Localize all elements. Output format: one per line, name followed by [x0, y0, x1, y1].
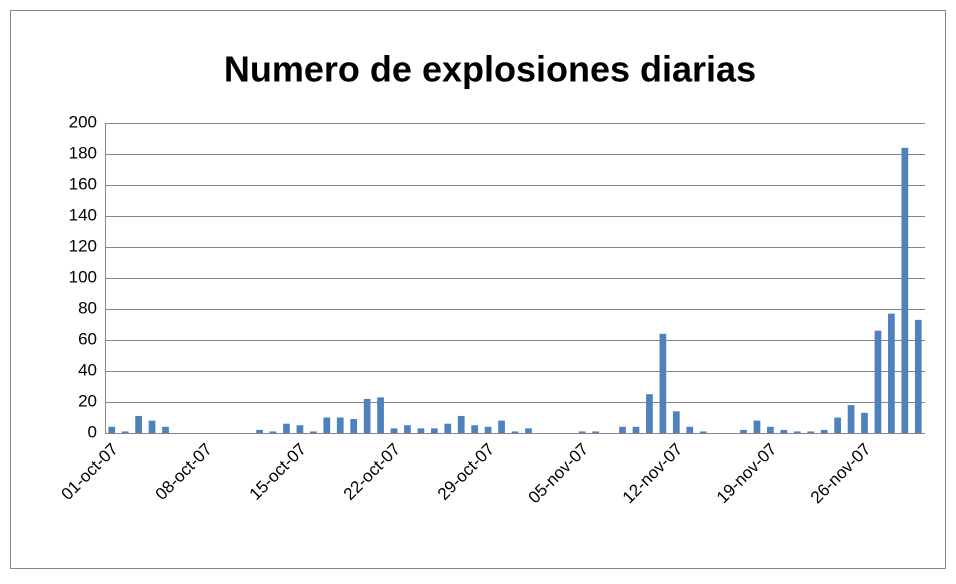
bar [148, 420, 156, 433]
bar [672, 411, 680, 433]
bar [363, 398, 371, 433]
bar [323, 417, 331, 433]
bar [498, 420, 505, 433]
bar [108, 426, 116, 433]
bar [283, 423, 290, 433]
bar [592, 431, 600, 433]
bar [914, 319, 922, 433]
y-tick-label: 180 [69, 143, 97, 162]
bar [834, 417, 841, 433]
bar [417, 428, 425, 433]
y-tick-label: 100 [69, 267, 97, 286]
y-tick-label: 120 [69, 236, 97, 255]
y-tick-label: 200 [69, 112, 97, 131]
chart-border [10, 10, 946, 569]
bar [484, 426, 492, 433]
bar [793, 431, 801, 433]
bar [767, 426, 774, 433]
bar [404, 425, 411, 433]
bar [377, 397, 384, 433]
bar [256, 429, 263, 433]
bar [861, 412, 868, 433]
bar [457, 415, 465, 433]
bar [310, 431, 317, 433]
bar [444, 423, 452, 433]
bar [646, 394, 653, 433]
bar [269, 431, 277, 433]
y-tick-label: 0 [88, 422, 97, 441]
bar [888, 313, 895, 433]
bar [121, 431, 129, 433]
bar [847, 405, 855, 433]
bar [686, 426, 694, 433]
bar [632, 426, 640, 433]
bar [780, 429, 788, 433]
bar [296, 425, 304, 433]
y-tick-label: 140 [69, 205, 97, 224]
bar [336, 417, 344, 433]
bar [578, 431, 586, 433]
bar [699, 431, 707, 433]
bar [162, 426, 169, 433]
bar [619, 426, 626, 433]
y-tick-label: 60 [78, 329, 97, 348]
bar [753, 420, 761, 433]
bar [740, 429, 747, 433]
bar [471, 425, 479, 433]
bar [901, 147, 909, 434]
bar [659, 333, 667, 433]
y-tick-label: 80 [78, 298, 97, 317]
bar [511, 431, 519, 433]
bar [135, 415, 142, 433]
y-tick-label: 160 [69, 174, 97, 193]
y-tick-label: 40 [78, 360, 97, 379]
bar [820, 429, 828, 433]
bar [350, 419, 358, 433]
bar [390, 428, 398, 433]
chart-title: Numero de explosiones diarias [224, 49, 756, 90]
bar [430, 428, 438, 433]
bar [525, 428, 532, 433]
bar [807, 431, 815, 433]
y-tick-label: 20 [78, 391, 97, 410]
bar [874, 330, 882, 433]
